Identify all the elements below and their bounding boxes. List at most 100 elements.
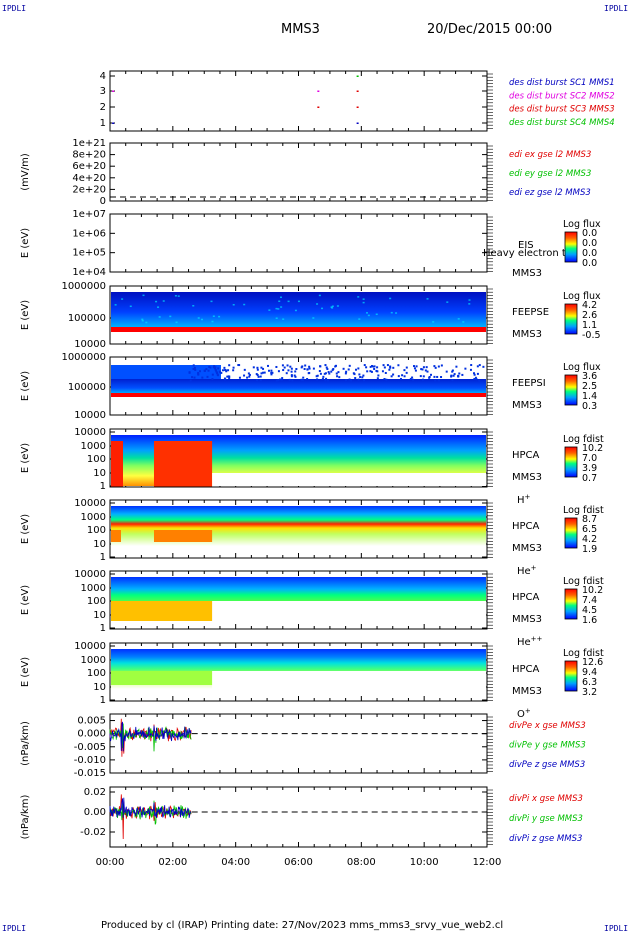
instrument-label: FEEPSI (512, 378, 546, 389)
footer-credit: Produced by cl (IRAP) Printing date: 27/… (101, 920, 504, 931)
y-tick-label: 10 (93, 539, 106, 550)
colorbar-tick: 0.0 (582, 238, 597, 249)
burst-panel (109, 70, 488, 132)
x-tick-label: 04:00 (221, 857, 250, 868)
burst-mark (356, 122, 359, 124)
y-tick-label: 100000 (68, 313, 106, 324)
instrument-label: FEEPSE (512, 307, 549, 318)
species-label: He++ (517, 635, 543, 648)
y-tick-label: 8e+20 (72, 150, 106, 161)
y-tick-label: 100 (87, 596, 106, 607)
legend-entry: divPe x gse MMS3 (509, 721, 586, 731)
colorbar-tick: 1.9 (582, 544, 597, 555)
colorbar-tick: 2.6 (582, 310, 597, 321)
y-tick-label: 1000000 (61, 352, 106, 363)
y-tick-label: 1 (100, 118, 106, 129)
y-tick-label: 1e+05 (72, 248, 106, 259)
y-tick-label: 100 (87, 525, 106, 536)
y-tick-label: -0.02 (80, 827, 106, 838)
y-tick-label: 10000 (74, 339, 106, 350)
burst-mark (356, 75, 359, 77)
y-axis-label: E (eV) (20, 657, 31, 687)
hpca_o-panel (109, 642, 488, 702)
y-tick-label: 3 (100, 86, 106, 97)
colorbar-tick: 7.4 (582, 595, 597, 606)
overlay-label: Heavy electron tof (483, 248, 576, 259)
instrument-label: HPCA (512, 664, 540, 675)
y-tick-label: 0.000 (77, 729, 106, 740)
colorbar-tick: 0.0 (582, 248, 597, 259)
colorbar (564, 303, 578, 335)
y-tick-label: 1000 (81, 655, 106, 666)
y-axis-label: E (eV) (20, 585, 31, 615)
colorbar-title: Log fdist (563, 576, 604, 587)
hpca_h-spectrogram (111, 435, 486, 487)
burst-mark (317, 106, 320, 108)
legend-entry: edi ex gse l2 MMS3 (509, 150, 591, 160)
feepsi-spectrogram (111, 364, 486, 397)
colorbar (564, 660, 578, 692)
instrument-spacecraft: MMS3 (512, 472, 542, 483)
y-tick-label: 10000 (74, 427, 106, 438)
feepsi-panel (109, 356, 488, 416)
y-tick-label: 1 (100, 552, 106, 563)
instrument-label: HPCA (512, 450, 540, 461)
y-tick-label: 1e+07 (72, 209, 106, 220)
feepse-spectrogram (111, 292, 486, 332)
burst-mark (112, 122, 115, 124)
hpca_hepp-spectrogram (111, 577, 486, 621)
y-axis-label: (nPa/km) (20, 795, 31, 840)
instrument-label: EIS (518, 240, 534, 251)
colorbar-tick: 4.2 (582, 534, 597, 545)
colorbar-tick: 1.4 (582, 391, 597, 402)
spacecraft-title: MMS3 (281, 22, 320, 37)
colorbar-tick: 0.0 (582, 228, 597, 239)
legend-entry: divPe y gse MMS3 (509, 741, 586, 751)
y-axis-label: E (eV) (20, 300, 31, 330)
y-axis-label: E (eV) (20, 228, 31, 258)
legend-entry: edi ey gse l2 MMS3 (509, 169, 591, 179)
y-axis-label: (nPa/km) (20, 721, 31, 766)
divpe-series-z (109, 721, 192, 752)
colorbar-tick: 2.5 (582, 381, 597, 392)
instrument-spacecraft: MMS3 (512, 329, 542, 340)
colorbar-tick: 0.3 (582, 401, 597, 412)
colorbar-title: Log fdist (563, 648, 604, 659)
colorbar-title: Log flux (563, 291, 601, 302)
corner-label-top-right: IPDLI (604, 4, 629, 13)
y-tick-label: -0.015 (74, 768, 106, 779)
corner-label-bottom-left: IPDLI (2, 924, 27, 933)
y-tick-label: -0.010 (74, 755, 106, 766)
divpe-panel (109, 713, 488, 774)
colorbar-tick: 3.2 (582, 687, 597, 698)
y-tick-label: 2 (100, 102, 106, 113)
x-tick-label: 00:00 (96, 857, 125, 868)
y-tick-label: -0.005 (74, 742, 106, 753)
colorbar-tick: 8.7 (582, 514, 597, 525)
colorbar (564, 231, 578, 263)
y-tick-label: 0.02 (84, 787, 106, 798)
divpi-series-y (109, 800, 192, 825)
hpca_o-spectrogram (111, 649, 486, 691)
instrument-spacecraft: MMS3 (512, 614, 542, 625)
colorbar-tick: 10.2 (582, 585, 603, 596)
colorbar-title: Log flux (563, 219, 601, 230)
species-label: He+ (517, 564, 537, 577)
corner-label-top-left: IPDLI (2, 4, 27, 13)
y-tick-label: 100 (87, 668, 106, 679)
y-tick-label: 100 (87, 454, 106, 465)
colorbar-tick: 3.9 (582, 463, 597, 474)
colorbar (564, 446, 578, 478)
legend-entry: des dist burst SC3 MMS3 (509, 105, 615, 115)
instrument-spacecraft: MMS3 (512, 543, 542, 554)
y-tick-label: 4e+20 (72, 173, 106, 184)
y-tick-label: 1e+21 (72, 138, 106, 149)
y-tick-label: 1 (100, 481, 106, 492)
y-tick-label: 2e+20 (72, 184, 106, 195)
legend-entry: divPi x gse MMS3 (509, 794, 583, 804)
instrument-spacecraft: MMS3 (512, 400, 542, 411)
colorbar (564, 374, 578, 406)
y-tick-label: 10 (93, 468, 106, 479)
burst-mark (317, 90, 320, 92)
